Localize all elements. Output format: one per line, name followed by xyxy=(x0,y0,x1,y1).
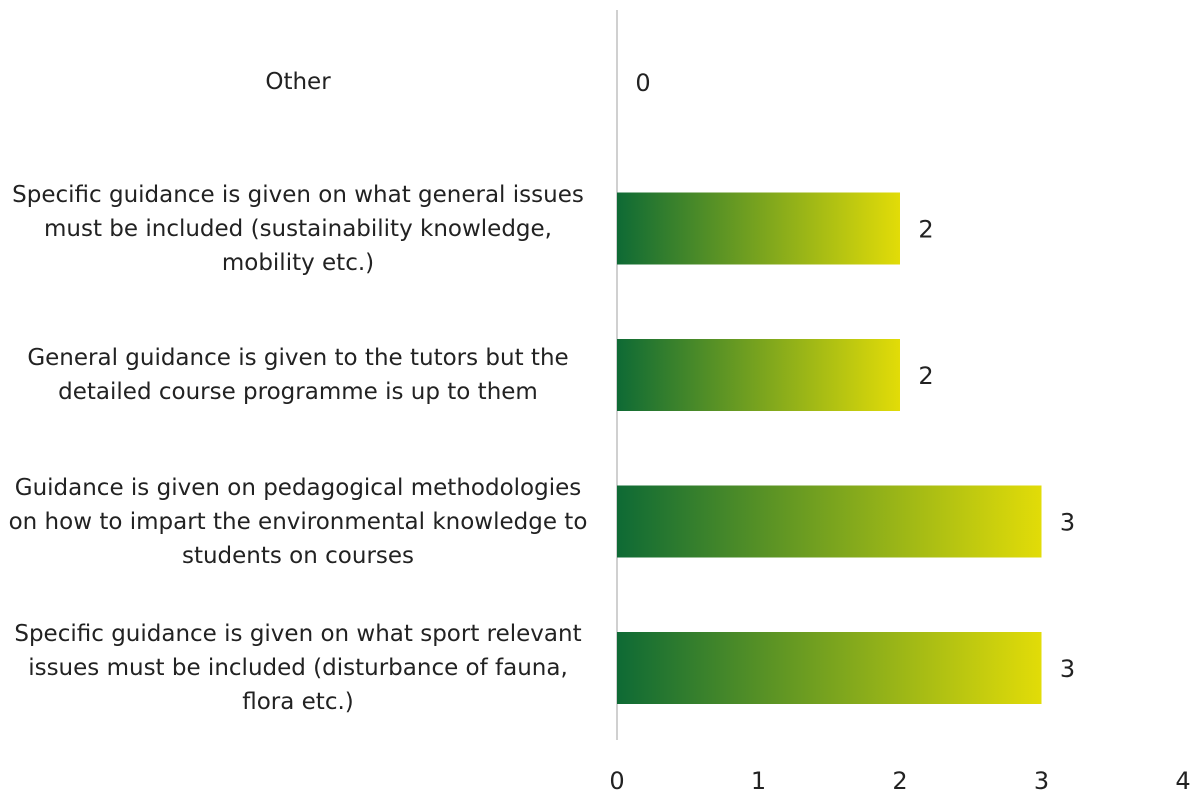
x-tick-label: 4 xyxy=(1175,767,1190,795)
data-label: 2 xyxy=(918,216,933,244)
data-label: 3 xyxy=(1060,509,1075,537)
x-tick-label: 0 xyxy=(609,767,624,795)
data-label: 2 xyxy=(918,362,933,390)
category-label: Other xyxy=(265,69,331,95)
bar xyxy=(617,339,900,411)
bar xyxy=(617,632,1042,704)
x-tick-label: 3 xyxy=(1034,767,1049,795)
bar xyxy=(617,192,900,265)
category-label: Specific guidance is given on what gener… xyxy=(12,181,584,276)
x-tick-label: 2 xyxy=(892,767,907,795)
category-label: General guidance is given to the tutors … xyxy=(27,345,569,405)
category-label: Specific guidance is given on what sport… xyxy=(14,621,582,715)
category-label: Guidance is given on pedagogical methodo… xyxy=(8,474,588,569)
x-tick-label: 1 xyxy=(751,767,766,795)
bar xyxy=(617,485,1042,558)
data-label: 0 xyxy=(635,69,650,97)
data-label: 3 xyxy=(1060,655,1075,683)
